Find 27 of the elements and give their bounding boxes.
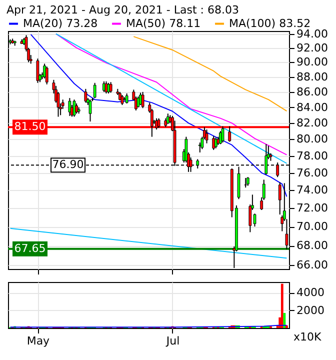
- y-tick-label: 70.00: [296, 220, 328, 234]
- y-tick-label: 84.00: [296, 100, 328, 114]
- y-tick-label: 72.00: [296, 202, 328, 215]
- y-tick-label: 92.00: [296, 41, 328, 54]
- y-axis-title: x10K: [294, 330, 322, 344]
- ref-line-label: 76.90: [52, 158, 84, 172]
- y-tick-label: 88.00: [296, 70, 328, 84]
- y-tick-label: 94.00: [296, 27, 328, 40]
- x-tick-label: Jul: [165, 334, 180, 348]
- y-tick-label: 4000: [296, 286, 324, 300]
- legend-label: MA(100) 83.52: [229, 16, 311, 30]
- y-tick-label: 86.00: [296, 85, 328, 98]
- y-tick-label: 68.00: [296, 239, 328, 252]
- legend-label: MA(20) 73.28: [23, 16, 98, 30]
- ref-line-label: 67.65: [14, 242, 46, 255]
- legend-label: MA(50) 78.11: [126, 16, 201, 30]
- y-tick-label: 2000: [296, 304, 324, 317]
- y-tick-label: 66.00: [296, 258, 328, 272]
- ref-line-label: 81.50: [14, 120, 46, 134]
- chart-title: Apr 21, 2021 - Aug 20, 2021 - Last : 68.03: [6, 4, 239, 16]
- y-tick-label: 80.00: [296, 132, 328, 146]
- y-tick-label: 90.00: [296, 56, 328, 69]
- y-tick-label: 76.00: [296, 166, 328, 180]
- y-tick-label: 74.00: [296, 184, 328, 197]
- y-tick-label: 82.00: [296, 116, 328, 130]
- y-tick-label: 78.00: [296, 149, 328, 162]
- x-tick-label: May: [26, 334, 50, 348]
